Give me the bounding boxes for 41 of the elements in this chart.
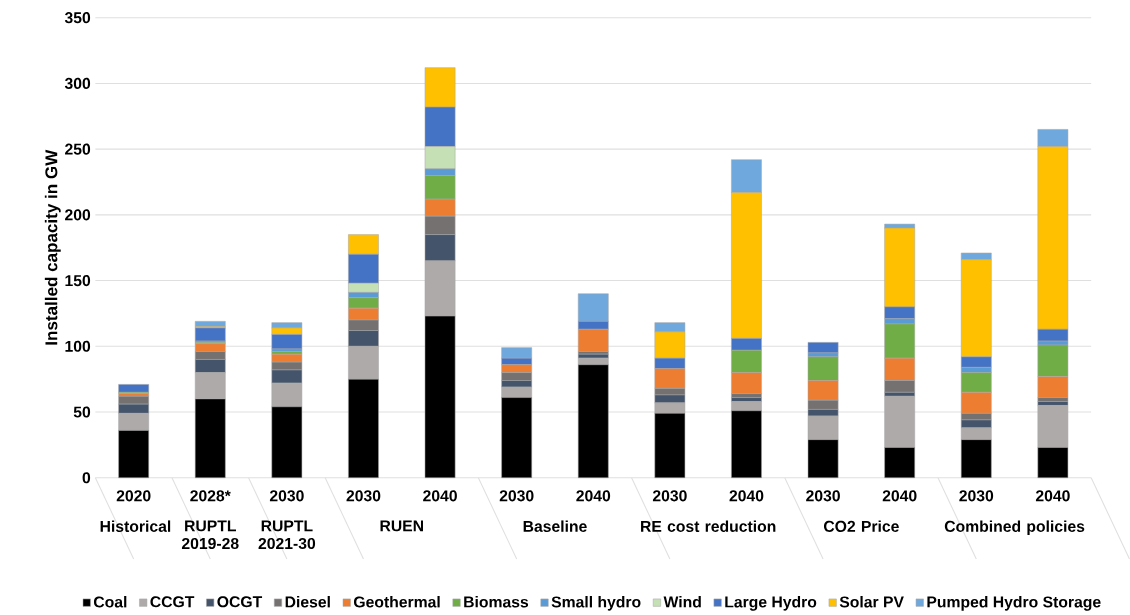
legend-label: Biomass bbox=[464, 596, 529, 608]
y-tick-label: 300 bbox=[64, 78, 91, 90]
legend-label: Pumped Hydro Storage bbox=[927, 596, 1101, 611]
text: RUPTL 2019-28 bbox=[181, 520, 239, 550]
x-tick-label: 2030 bbox=[959, 490, 994, 502]
y-tick-label: 50 bbox=[73, 406, 91, 418]
x-tick-label: 2028* bbox=[190, 490, 231, 502]
legend-label: Small hydro bbox=[551, 596, 641, 611]
y-tick-label: 0 bbox=[82, 472, 91, 484]
legend-label: Solar PV bbox=[839, 596, 904, 608]
y-tick-label: 150 bbox=[65, 275, 91, 287]
x-tick-label: 2040 bbox=[423, 490, 457, 502]
y-tick-label: 350 bbox=[64, 12, 91, 24]
x-tick-label: 2020 bbox=[116, 490, 151, 502]
y-tick-label: 200 bbox=[65, 209, 91, 221]
y-axis-title: Installed capacity in GW bbox=[44, 149, 61, 345]
x-tick-label: 2040 bbox=[729, 490, 764, 502]
text: CO2 Price bbox=[823, 520, 899, 533]
text: Combined policies bbox=[944, 520, 1085, 536]
text: RE cost reduction bbox=[641, 520, 776, 533]
x-tick-label: 2030 bbox=[269, 490, 304, 502]
x-tick-label: 2030 bbox=[652, 490, 687, 502]
x-tick-label: 2040 bbox=[576, 490, 611, 502]
legend-label: Diesel bbox=[285, 596, 330, 608]
text: Baseline bbox=[523, 520, 587, 533]
x-tick-label: 2040 bbox=[882, 490, 917, 502]
legend-label: Geothermal bbox=[354, 596, 440, 608]
text: RUEN bbox=[380, 520, 423, 532]
legend-label: Large Hydro bbox=[725, 596, 817, 611]
x-tick-label: 2030 bbox=[346, 490, 381, 502]
legend-label: Wind bbox=[663, 596, 701, 608]
text: Historical bbox=[100, 520, 171, 533]
legend-label: OCGT bbox=[217, 596, 263, 608]
x-tick-label: 2030 bbox=[499, 490, 534, 502]
x-tick-label: 2030 bbox=[806, 490, 840, 502]
text: RUPTL 2021-30 bbox=[258, 520, 316, 550]
y-tick-label: 250 bbox=[65, 143, 91, 155]
x-tick-label: 2040 bbox=[1035, 490, 1070, 502]
y-tick-label: 100 bbox=[65, 340, 91, 353]
legend-label: Coal bbox=[93, 596, 127, 608]
legend-label: CCGT bbox=[150, 596, 195, 608]
